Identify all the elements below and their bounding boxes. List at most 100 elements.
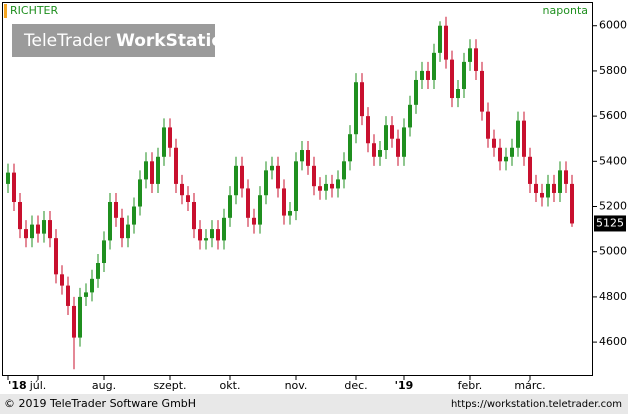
candle-body: [360, 82, 364, 117]
candle-body: [132, 206, 136, 225]
candle-body: [6, 172, 10, 184]
candle-body: [12, 172, 16, 202]
candle-body: [540, 192, 544, 198]
footer-left: © 2019 TeleTrader Software GmbH: [4, 397, 196, 410]
candle-body: [390, 125, 394, 139]
candle-body: [216, 229, 220, 241]
candle-body: [318, 186, 322, 191]
y-tick-label: 5000: [599, 245, 627, 258]
candle-body: [24, 229, 28, 239]
candle-body: [180, 183, 184, 196]
candle-body: [408, 104, 412, 128]
y-tick-label: 5400: [599, 154, 627, 167]
candle-body: [438, 25, 442, 53]
candle-body: [348, 134, 352, 162]
candle-body: [240, 165, 244, 189]
candle-body: [204, 238, 208, 241]
candle-body: [96, 263, 100, 279]
candle-body: [468, 48, 472, 62]
candle-body: [546, 183, 550, 198]
candle-body: [570, 183, 574, 224]
footer-right: https://workstation.teletrader.com: [451, 399, 622, 410]
logo-right: WorkStation: [116, 31, 235, 51]
candle-body: [84, 292, 88, 297]
candle-body: [534, 183, 538, 193]
candle-body: [396, 138, 400, 157]
x-tick-label: aug.: [92, 379, 116, 392]
candle-body: [174, 147, 178, 184]
footer-bar: [0, 394, 628, 414]
series-marker: [4, 4, 7, 18]
x-tick-label: dec.: [344, 379, 367, 392]
logo-box: [12, 24, 215, 57]
y-tick-label: 6000: [599, 19, 627, 32]
candle-body: [294, 161, 298, 212]
candle-body: [426, 70, 430, 80]
candle-body: [168, 127, 172, 148]
y-tick-label: 5600: [599, 109, 627, 122]
candle-body: [120, 217, 124, 239]
candle-body: [150, 161, 154, 184]
candle-body: [276, 165, 280, 189]
candle-body: [480, 70, 484, 112]
candle-body: [504, 156, 508, 162]
candle-body: [210, 229, 214, 239]
x-tick-label: márc.: [514, 379, 545, 392]
chart-title: RICHTER: [10, 4, 59, 17]
candle-body: [192, 201, 196, 230]
last-price-label: 5125: [596, 216, 624, 229]
candle-body: [114, 201, 118, 218]
candle-body: [312, 165, 316, 187]
candle-body: [330, 183, 334, 189]
candle-body: [300, 150, 304, 162]
candle-body: [414, 79, 418, 105]
candle-body: [156, 156, 160, 184]
candle-body: [522, 120, 526, 157]
candle-body: [144, 161, 148, 180]
candle-body: [288, 211, 292, 216]
logo-text: TeleTrader WorkStation: [23, 31, 235, 51]
logo-left: TeleTrader: [23, 31, 111, 51]
y-tick-label: 4600: [599, 335, 627, 348]
candle-body: [54, 238, 58, 275]
x-tick-label: szept.: [153, 379, 186, 392]
candle-body: [102, 240, 106, 264]
candle-body: [474, 48, 478, 71]
x-tick-label: okt.: [220, 379, 241, 392]
candle-body: [90, 278, 94, 293]
candle-body: [282, 188, 286, 216]
candle-body: [198, 229, 202, 241]
candle-body: [306, 150, 310, 166]
candle-body: [252, 217, 256, 225]
candle-body: [432, 52, 436, 80]
candle-body: [270, 165, 274, 171]
candle-body: [48, 220, 52, 239]
y-tick-label: 5200: [599, 200, 627, 213]
candle-body: [378, 150, 382, 157]
candle-body: [66, 285, 70, 306]
candle-body: [486, 111, 490, 139]
x-tick-label: nov.: [285, 379, 308, 392]
candle-body: [336, 179, 340, 189]
candle-body: [324, 183, 328, 191]
candle-body: [498, 147, 502, 162]
candle-body: [72, 305, 76, 338]
x-tick-label: júl.: [29, 379, 47, 392]
candle-body: [444, 25, 448, 60]
plot-frame: [2, 2, 593, 376]
candle-body: [264, 170, 268, 196]
candle-body: [564, 170, 568, 184]
y-tick-label: 4800: [599, 290, 627, 303]
candle-body: [186, 195, 190, 202]
interval: naponta: [543, 4, 588, 17]
candle-body: [456, 89, 460, 99]
candle-body: [36, 224, 40, 234]
candle-body: [354, 82, 358, 135]
candle-body: [78, 296, 82, 338]
candle-body: [138, 179, 142, 207]
candle-body: [162, 127, 166, 157]
candle-body: [234, 165, 238, 196]
y-tick-label: 5800: [599, 64, 627, 77]
candle-body: [42, 220, 46, 234]
